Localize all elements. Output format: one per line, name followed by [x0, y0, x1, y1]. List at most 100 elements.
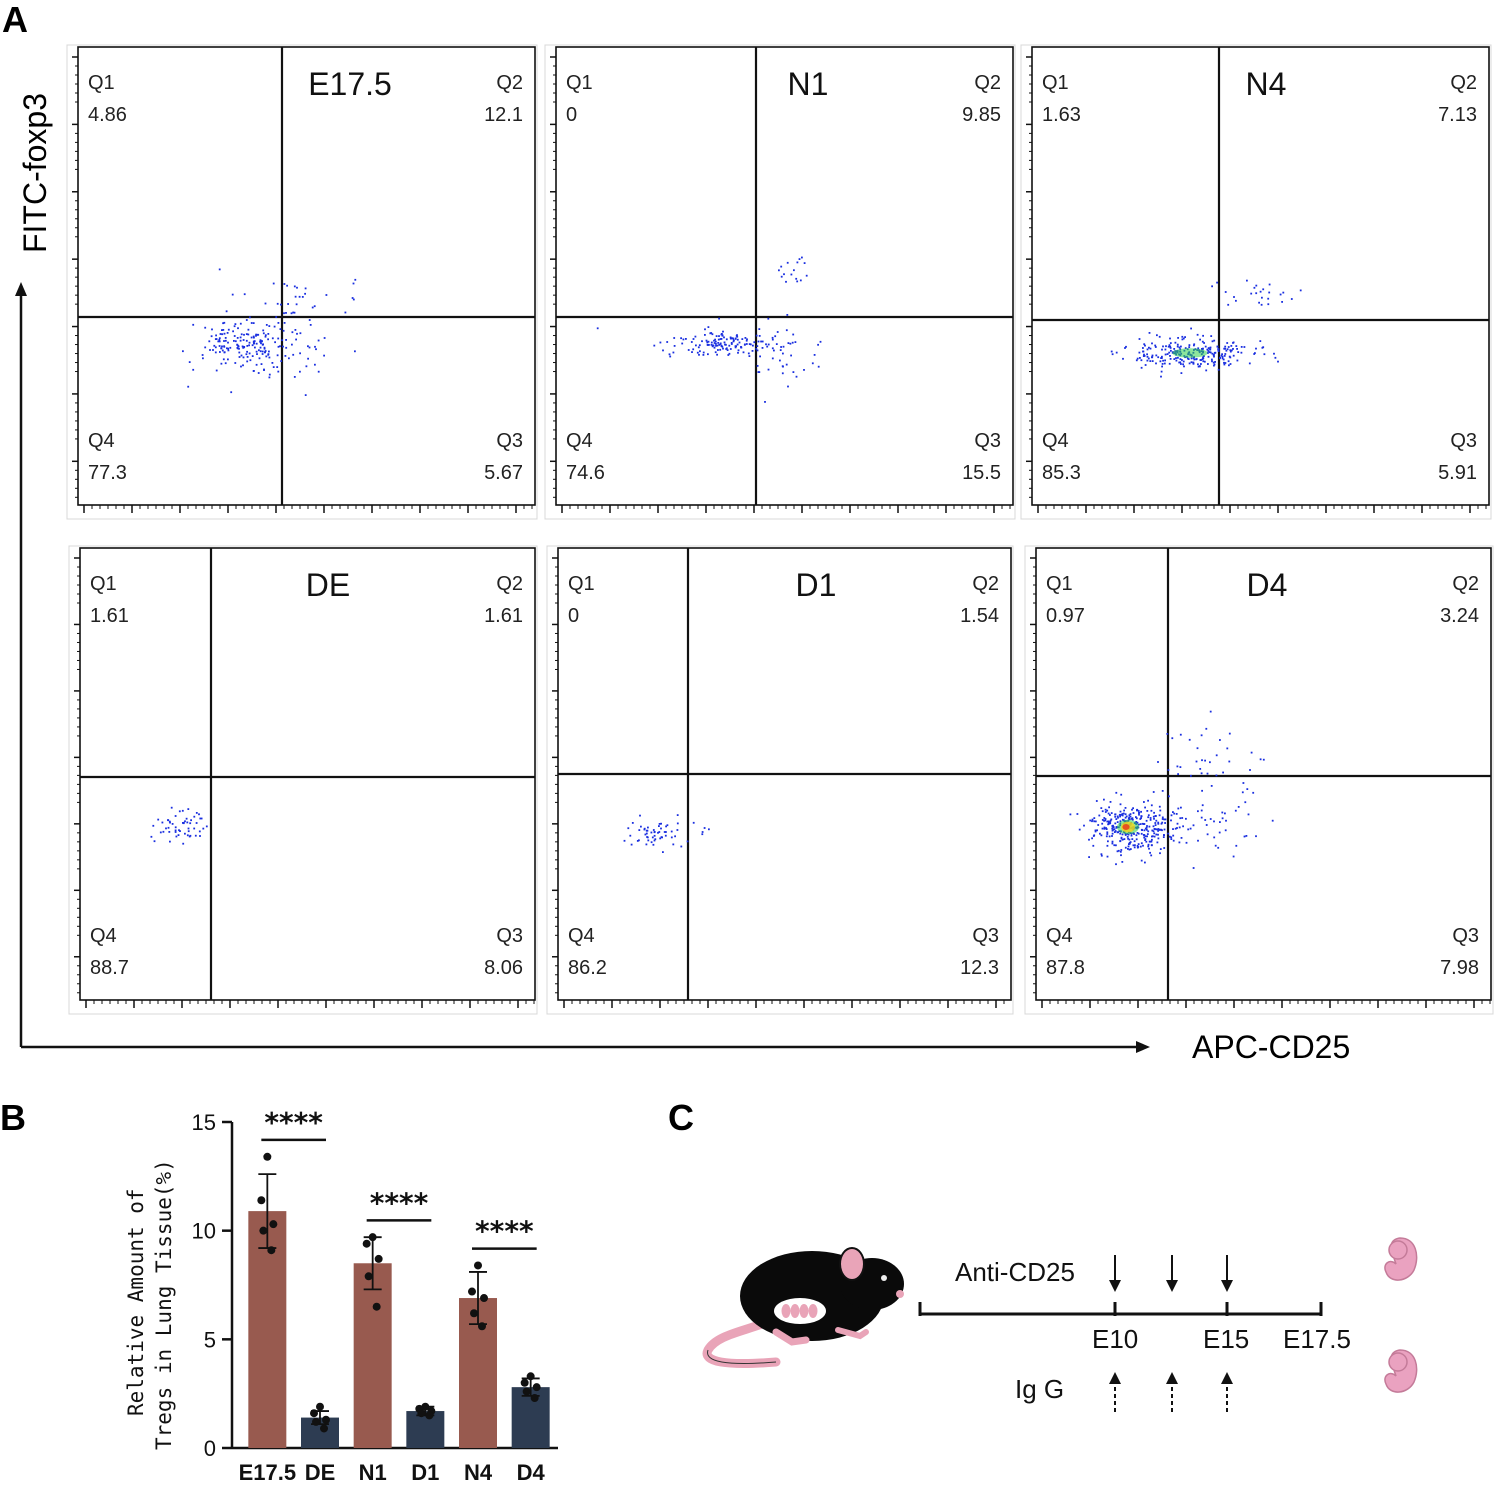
flow-event-dot [1195, 358, 1197, 361]
flow-event-dot [1157, 822, 1160, 825]
flow-event-dot [1147, 843, 1150, 846]
flow-event-dot [295, 303, 298, 306]
quadrant-value-q1: 0.97 [1046, 605, 1085, 627]
flow-event-dot [734, 346, 737, 349]
flow-event-dot [715, 344, 717, 347]
flow-event-dot [1168, 795, 1170, 798]
flow-event-dot [1135, 834, 1138, 837]
flow-event-dot [268, 373, 271, 376]
flow-event-dot [1213, 363, 1216, 366]
flow-events [182, 268, 357, 396]
flow-event-dot [1107, 840, 1109, 843]
flow-event-dot [251, 344, 254, 347]
flow-panel-border [544, 44, 1016, 520]
flow-event-dot [630, 843, 633, 846]
flow-panel-border [546, 545, 1014, 1015]
flow-event-dot [1262, 288, 1265, 291]
flow-event-dot [717, 338, 720, 341]
flow-event-dot [698, 353, 700, 356]
flow-event-dot [1229, 356, 1232, 359]
flow-event-dot [778, 269, 780, 272]
flow-event-dot [1168, 835, 1171, 838]
flow-event-dot [1115, 818, 1118, 820]
flow-event-dot [764, 401, 766, 403]
flow-event-dot [301, 296, 304, 298]
flow-event-dot [1137, 832, 1140, 835]
flow-event-dot [666, 341, 669, 343]
data-point [474, 1261, 482, 1270]
flow-event-dot [174, 829, 177, 832]
flow-event-dot [1201, 340, 1204, 343]
quadrant-name-q2: Q2 [974, 72, 1001, 94]
flow-event-dot [647, 826, 649, 829]
flow-event-dot [1106, 809, 1109, 812]
flow-event-dot [186, 834, 189, 837]
flow-event-dot [257, 372, 260, 374]
flow-event-dot [190, 819, 192, 822]
flow-event-dot [1183, 365, 1185, 368]
flow-event-dot [726, 349, 729, 351]
data-point [269, 1220, 278, 1229]
flow-event-dot [1161, 821, 1164, 824]
flow-event-dot [305, 365, 308, 368]
flow-event-dot [314, 363, 316, 366]
flow-event-dot [323, 354, 325, 357]
flow-event-dot [723, 336, 725, 339]
flow-event-dot [1218, 831, 1221, 834]
flow-event-dot [1157, 837, 1160, 840]
flow-event-dot [1107, 823, 1109, 826]
flow-event-dot [292, 353, 295, 356]
flow-panel-1: N1 Q1 0 Q2 9.85 Q3 15.5 Q4 74.6 [544, 44, 1016, 520]
flow-event-dot [1155, 819, 1158, 822]
flow-event-dot [214, 346, 217, 349]
flow-event-dot [1127, 833, 1130, 836]
flow-event-dot [260, 363, 263, 365]
flow-event-dot [259, 350, 262, 353]
quadrant-name-q3: Q3 [974, 430, 1001, 452]
quadrant-value-q2: 1.61 [484, 605, 523, 627]
flow-event-dot [773, 349, 775, 352]
flow-axis-ticks [552, 557, 1005, 1008]
flow-panel-3: DE Q1 1.61 Q2 1.61 Q3 8.06 Q4 88.7 [68, 545, 538, 1015]
flow-event-dot [1146, 835, 1148, 838]
flow-event-dot [1201, 348, 1204, 351]
flow-event-dot [1223, 347, 1226, 350]
flow-event-dot [1095, 800, 1098, 802]
flow-event-dot [1180, 372, 1183, 374]
data-point [257, 1196, 266, 1205]
flow-event-dot [691, 351, 693, 353]
flow-axis-ticks [1026, 56, 1487, 513]
flow-event-dot [1175, 813, 1178, 815]
flow-event-dot [1180, 345, 1182, 348]
flow-event-dot [1164, 353, 1167, 356]
flow-event-dot [280, 303, 282, 306]
flow-event-dot [696, 351, 699, 354]
flow-event-dot [1131, 817, 1134, 820]
flow-event-dot [237, 345, 240, 348]
flow-event-dot [715, 335, 718, 337]
flow-event-dot [296, 332, 298, 335]
flow-event-dot [255, 334, 257, 337]
flow-event-dot [786, 314, 789, 316]
flow-event-dot [653, 344, 656, 347]
flow-event-dot [1203, 342, 1205, 344]
flow-event-dot [1160, 375, 1162, 378]
flow-event-dot [1106, 855, 1109, 858]
flow-event-dot [174, 815, 177, 817]
flow-event-dot [1211, 340, 1214, 343]
flow-event-dot [1158, 335, 1161, 338]
flow-plot-area [1035, 547, 1492, 1001]
flow-event-dot [182, 350, 184, 353]
flow-event-dot [218, 337, 221, 340]
embryos-in-belly [781, 1304, 818, 1318]
flow-event-dot [260, 342, 262, 345]
flow-event-dot [1204, 759, 1206, 762]
quadrant-value-q4: 74.6 [566, 462, 605, 484]
flow-event-dot [192, 368, 195, 371]
flow-event-dot [1282, 291, 1285, 294]
flow-event-dot [1122, 357, 1124, 360]
flow-event-dot [1091, 818, 1094, 821]
flow-event-dot [1235, 299, 1237, 302]
flow-event-dot [1202, 360, 1205, 363]
flow-event-dot [670, 836, 673, 839]
